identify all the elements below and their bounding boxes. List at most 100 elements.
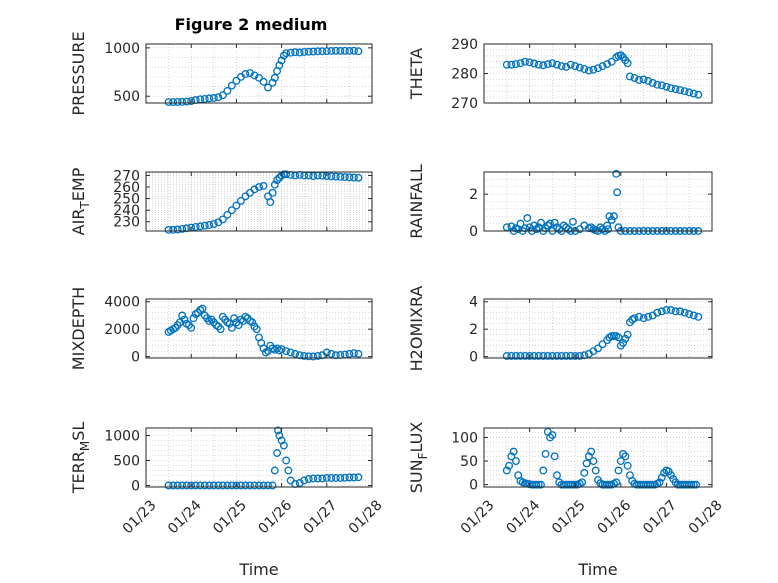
- y-tick-label: 250: [113, 192, 140, 208]
- data-point: [349, 349, 358, 358]
- subplot-6: 0 2 4 H2OMIXRA: [407, 286, 713, 372]
- data-point: [345, 47, 354, 55]
- data-point: [255, 183, 263, 191]
- data-point: [532, 480, 541, 489]
- data-point: [345, 173, 354, 182]
- data-point: [173, 225, 182, 234]
- data-point: [676, 307, 685, 316]
- data-point: [562, 63, 571, 71]
- plot-area: [484, 299, 712, 358]
- y-axis-label: H2OMIXRA: [407, 286, 426, 372]
- data-point: [250, 185, 259, 194]
- data-point: [286, 348, 295, 357]
- data-point: [692, 480, 700, 489]
- data-point: [349, 173, 358, 182]
- data-point: [530, 351, 539, 360]
- data-point: [164, 98, 173, 106]
- data-point: [671, 307, 680, 316]
- data-point: [605, 480, 614, 489]
- data-point: [191, 223, 200, 231]
- data-point: [232, 76, 241, 85]
- data-point: [541, 450, 550, 458]
- data-point: [236, 481, 245, 490]
- data-point: [313, 474, 322, 483]
- x-axis-label: Time: [577, 560, 617, 579]
- y-axis-label: AIRTEMP: [69, 167, 92, 235]
- data-point: [282, 170, 291, 179]
- data-point: [660, 468, 669, 477]
- data-point: [616, 51, 625, 60]
- data-point: [354, 349, 363, 358]
- subplot-7: 0 500 1000 01/23 01/24 01/25 01/26 01/27 01/28 Ti…: [69, 422, 386, 579]
- x-tick-label: 01/28: [346, 497, 386, 537]
- y-tick-label: 2: [469, 322, 478, 338]
- data-point: [598, 62, 607, 71]
- data-point: [648, 78, 657, 87]
- data-series: [164, 46, 363, 106]
- data-point: [566, 60, 575, 69]
- data-point: [648, 480, 657, 489]
- data-point: [557, 62, 566, 71]
- y-tick-label: 240: [113, 203, 140, 219]
- data-point: [534, 351, 543, 360]
- data-point: [209, 481, 218, 490]
- data-point: [523, 214, 532, 223]
- data-point: [644, 312, 653, 321]
- data-point: [209, 220, 218, 229]
- data-point: [539, 351, 548, 360]
- data-point: [534, 60, 543, 69]
- y-tick-label: 100: [451, 430, 478, 446]
- data-point: [304, 352, 313, 361]
- data-point: [543, 221, 552, 230]
- data-point: [345, 349, 354, 358]
- data-point: [205, 221, 214, 229]
- data-point: [255, 481, 263, 490]
- data-point: [259, 481, 268, 490]
- data-point: [511, 457, 520, 465]
- data-point: [598, 340, 607, 349]
- data-point: [336, 172, 345, 181]
- data-point: [354, 47, 363, 56]
- data-point: [268, 188, 277, 197]
- x-tick-label: 01/23: [120, 497, 160, 537]
- axes-frame: [483, 427, 713, 488]
- subplot-4: 0 2 RAINFALL: [407, 164, 713, 240]
- data-point: [313, 47, 322, 56]
- y-tick-label: 0: [131, 479, 140, 495]
- data-point: [214, 93, 223, 102]
- data-point: [548, 351, 557, 360]
- y-tick-label: 0: [131, 350, 140, 366]
- data-point: [548, 431, 557, 440]
- data-point: [564, 225, 573, 234]
- data-point: [507, 222, 516, 231]
- x-tick-label: 01/26: [255, 497, 295, 537]
- data-point: [507, 452, 516, 461]
- data-point: [331, 46, 340, 55]
- plot-area: [146, 172, 372, 231]
- y-axis-label: RAINFALL: [407, 164, 426, 239]
- plot-area: [146, 299, 372, 358]
- data-point: [252, 325, 261, 334]
- data-point: [216, 325, 225, 334]
- data-point: [270, 180, 279, 189]
- data-point: [345, 473, 354, 482]
- axes-frame: [145, 43, 373, 104]
- data-point: [644, 76, 653, 85]
- data-point: [584, 452, 593, 461]
- data-point: [671, 85, 680, 94]
- data-point: [232, 481, 241, 490]
- data-point: [516, 219, 525, 228]
- data-point: [553, 471, 561, 480]
- y-tick-label: 1000: [104, 41, 140, 57]
- data-point: [623, 461, 632, 470]
- data-point: [694, 312, 703, 321]
- data-point: [246, 481, 254, 490]
- x-tick-label: 01/25: [549, 497, 589, 537]
- data-point: [539, 61, 548, 70]
- data-point: [295, 351, 304, 360]
- data-point: [667, 306, 675, 314]
- data-point: [546, 433, 555, 442]
- x-axis-label: Time: [238, 560, 278, 579]
- data-series: [164, 170, 363, 234]
- y-tick-label: 4000: [104, 295, 140, 311]
